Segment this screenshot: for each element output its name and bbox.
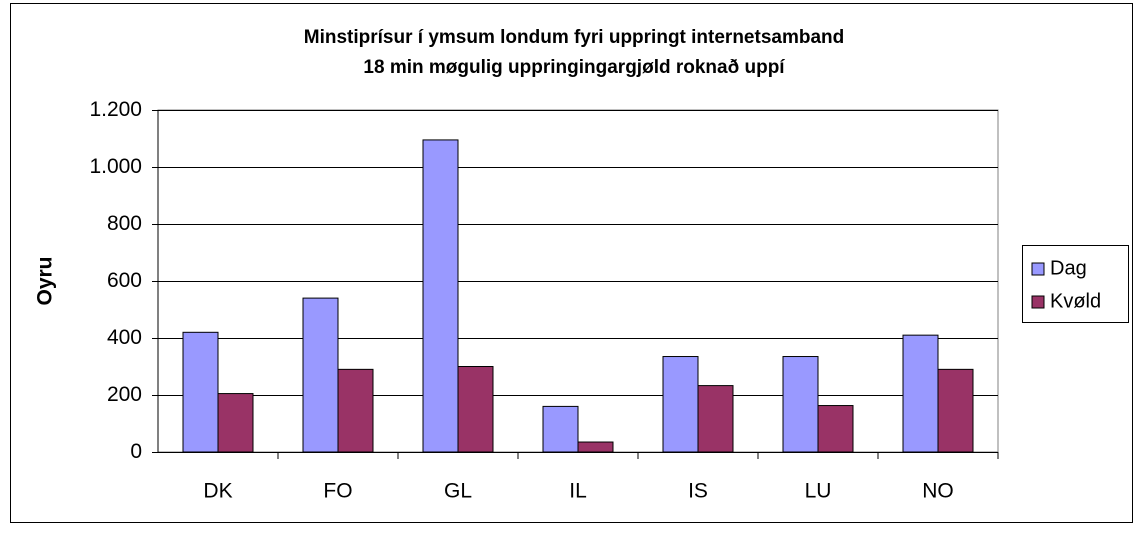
y-tick-label: 0 [130, 440, 142, 463]
x-tick-label: IL [569, 480, 587, 503]
y-axis-label: Oyru [34, 256, 57, 305]
bar [937, 368, 974, 453]
x-tick-label: GL [444, 480, 472, 503]
bar [337, 368, 374, 453]
x-tick-label: LU [805, 480, 832, 503]
x-tick-label: NO [922, 480, 954, 503]
x-tick-label: IS [688, 480, 708, 503]
chart-title: Minstiprísur í ymsum londum fyri uppring… [304, 27, 845, 48]
chart-subtitle: 18 min møgulig uppringingargjøld roknað … [363, 57, 785, 78]
bar [577, 441, 614, 453]
x-tick-label: DK [203, 480, 232, 503]
bar [697, 385, 734, 453]
legend-box [1022, 245, 1129, 323]
bar [662, 356, 699, 453]
bar [782, 356, 819, 453]
bar [217, 393, 254, 453]
x-tick-label: FO [323, 480, 352, 503]
legend-swatch [1031, 295, 1045, 309]
y-tick-label: 800 [107, 212, 142, 235]
y-tick-label: 400 [107, 326, 142, 349]
y-tick-label: 1.000 [89, 155, 142, 178]
y-tick-label: 200 [107, 383, 142, 406]
legend-label: Dag [1050, 257, 1087, 279]
bar [302, 297, 339, 453]
bar [902, 334, 939, 453]
y-tick-label: 600 [107, 269, 142, 292]
bar [182, 331, 219, 453]
y-tick-label: 1.200 [89, 98, 142, 121]
legend-label: Kvøld [1050, 290, 1101, 312]
bar [542, 405, 579, 453]
bar [422, 139, 459, 453]
bar [457, 366, 494, 453]
legend-swatch [1031, 262, 1045, 276]
bar [817, 405, 854, 453]
